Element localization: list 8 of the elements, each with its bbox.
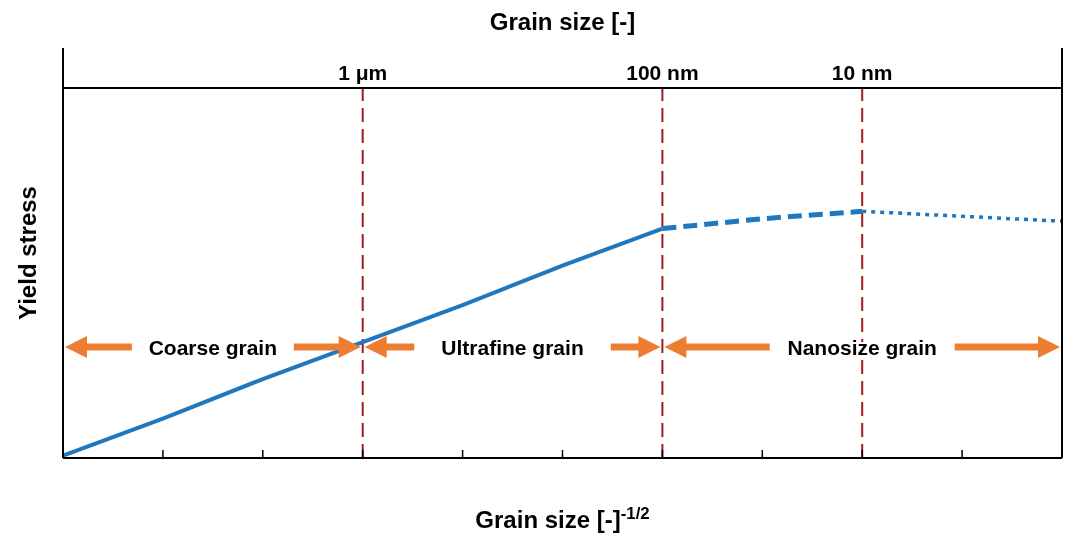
x-axis-title: Grain size [-]$^{-1/2}$ (475, 503, 650, 533)
y-axis-title: Yield stress (14, 186, 41, 320)
x-tick-label: 100 nm (626, 61, 699, 84)
annotation: Coarse grain (148, 336, 278, 359)
x-tick-label: 10 nm (831, 61, 893, 84)
x-tick-label: 1 μm (338, 61, 388, 84)
x2-axis-title: Grain size [-] (489, 8, 636, 35)
annotation: Ultrafine grain (441, 336, 584, 359)
